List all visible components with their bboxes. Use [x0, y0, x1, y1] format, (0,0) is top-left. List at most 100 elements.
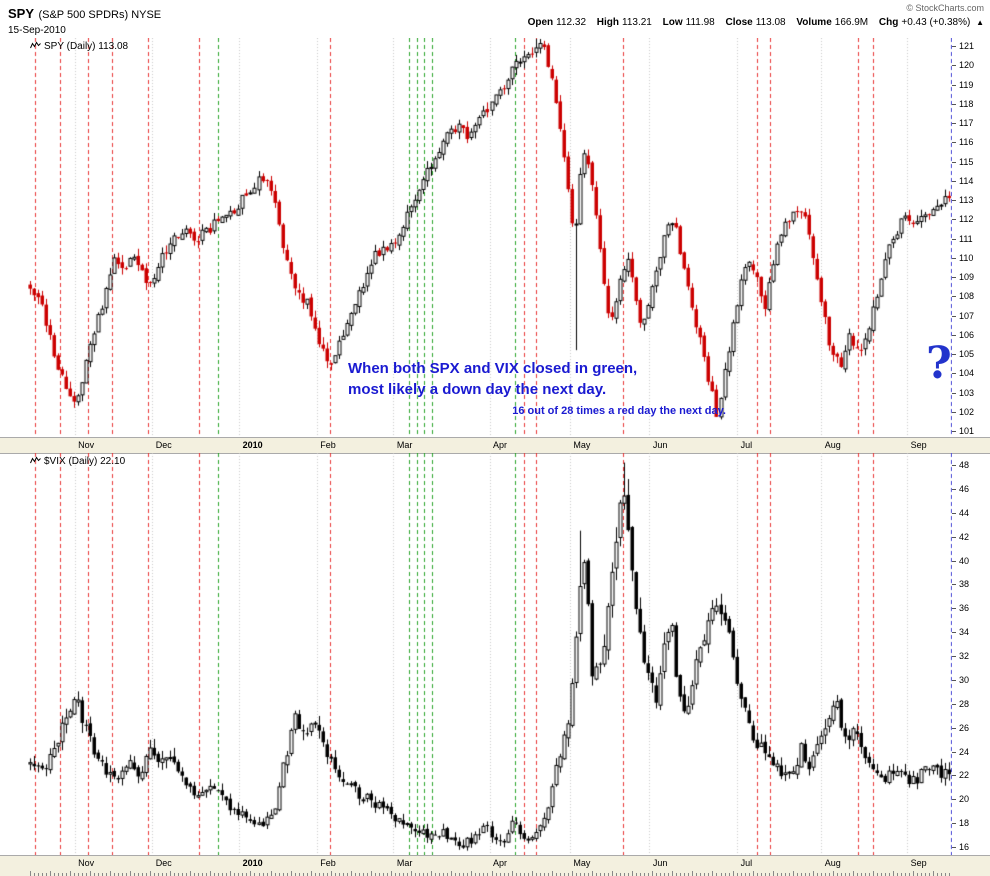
day-tick — [753, 871, 754, 876]
day-tick — [214, 873, 215, 876]
day-tick — [102, 873, 103, 876]
day-tick — [415, 873, 416, 876]
day-tick — [660, 873, 661, 876]
day-tick — [893, 871, 894, 876]
day-tick — [194, 873, 195, 876]
day-tick — [439, 873, 440, 876]
y-tick-mark — [952, 584, 956, 586]
day-tick — [106, 873, 107, 876]
day-tick — [246, 873, 247, 876]
day-tick — [174, 873, 175, 876]
day-tick — [206, 873, 207, 876]
day-tick — [483, 873, 484, 876]
day-tick — [323, 873, 324, 876]
day-tick — [516, 873, 517, 876]
day-tick — [134, 873, 135, 876]
day-tick — [773, 871, 774, 876]
day-tick — [307, 873, 308, 876]
day-tick — [395, 873, 396, 876]
day-tick — [459, 873, 460, 876]
day-tick — [259, 873, 260, 876]
day-tick — [644, 873, 645, 876]
y-tick-label: 32 — [959, 651, 970, 661]
day-tick — [86, 873, 87, 876]
day-tick — [745, 873, 746, 876]
day-tick — [777, 873, 778, 876]
month-label: Sep — [910, 858, 927, 868]
day-tick — [865, 873, 866, 876]
month-label: Jul — [740, 858, 753, 868]
day-tick — [857, 873, 858, 876]
y-tick-mark — [952, 727, 956, 729]
y-tick-mark — [952, 123, 956, 124]
day-tick — [652, 871, 653, 876]
day-tick — [520, 873, 521, 876]
day-tick — [612, 871, 613, 876]
close-value: 113.08 — [755, 17, 786, 28]
day-tick — [945, 873, 946, 876]
day-tick — [178, 873, 179, 876]
day-tick — [733, 871, 734, 876]
month-label: Mar — [396, 858, 413, 868]
day-tick — [359, 873, 360, 876]
annotation-line1: When both SPX and VIX closed in green, — [348, 360, 638, 377]
day-tick — [937, 873, 938, 876]
question-mark-annotation: ? — [926, 338, 952, 389]
day-tick — [708, 873, 709, 876]
day-tick — [222, 873, 223, 876]
ticker-symbol: SPY — [8, 6, 35, 21]
day-tick — [949, 873, 950, 876]
y-tick-label: 102 — [959, 406, 975, 417]
month-label: Aug — [824, 440, 841, 450]
day-tick — [387, 873, 388, 876]
day-tick — [901, 873, 902, 876]
y-tick-label: 46 — [959, 483, 970, 494]
day-tick — [700, 873, 701, 876]
month-label: Nov — [78, 440, 95, 450]
day-tick — [407, 873, 408, 876]
day-tick — [435, 873, 436, 876]
day-tick — [825, 873, 826, 876]
day-tick — [781, 873, 782, 876]
series-type-icon — [30, 41, 41, 49]
day-tick — [741, 873, 742, 876]
day-tick — [841, 873, 842, 876]
day-tick — [275, 873, 276, 876]
day-tick — [391, 871, 392, 876]
y-tick-mark — [952, 823, 956, 825]
day-tick — [158, 873, 159, 876]
day-tick — [142, 873, 143, 876]
day-tick — [552, 871, 553, 876]
y-tick-label: 40 — [959, 555, 970, 566]
y-tick-label: 34 — [959, 627, 970, 638]
y-tick-mark — [952, 354, 956, 355]
chg-value: +0.43 (+0.38%) — [901, 17, 971, 28]
day-tick — [592, 871, 593, 876]
day-tick — [564, 873, 565, 876]
day-tick — [371, 871, 372, 876]
day-tick — [913, 871, 914, 876]
y-tick-mark — [952, 334, 956, 336]
month-label: Nov — [78, 858, 95, 868]
day-tick — [761, 873, 762, 876]
y-tick-label: 120 — [959, 60, 975, 71]
day-tick — [624, 873, 625, 876]
day-tick — [283, 873, 284, 876]
open-label: Open — [527, 17, 554, 28]
day-tick — [580, 873, 581, 876]
spy-candlestick-chart — [28, 38, 952, 437]
day-tick — [130, 871, 131, 876]
title-block: SPY (S&P 500 SPDRs) NYSE 15-Sep-2010 — [8, 5, 161, 36]
day-tick — [291, 871, 292, 876]
y-tick-label: 22 — [959, 770, 970, 781]
day-tick — [455, 873, 456, 876]
day-tick — [443, 873, 444, 876]
day-tick — [114, 873, 115, 876]
volume-value: 166.9M — [834, 17, 869, 28]
day-tick — [431, 871, 432, 876]
y-tick-mark — [952, 488, 956, 490]
day-tick — [66, 873, 67, 876]
y-tick-label: 101 — [959, 426, 975, 436]
y-tick-mark — [952, 84, 956, 86]
day-tick — [463, 873, 464, 876]
